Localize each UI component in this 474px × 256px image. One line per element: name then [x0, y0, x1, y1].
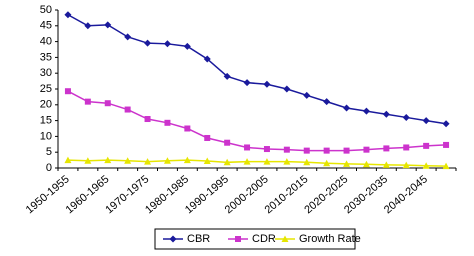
- data-point: [64, 156, 72, 164]
- legend-marker: [169, 235, 177, 243]
- data-point: [402, 161, 410, 169]
- series-line: [67, 14, 447, 125]
- y-tick-label: 30: [40, 67, 52, 79]
- data-point: [203, 55, 211, 63]
- data-point: [184, 125, 191, 132]
- data-point: [382, 161, 390, 168]
- y-tick-label: 0: [46, 162, 52, 174]
- data-point: [443, 141, 450, 148]
- data-point: [422, 162, 430, 169]
- data-point: [403, 144, 410, 151]
- data-point: [423, 142, 430, 149]
- data-point: [144, 158, 152, 165]
- x-tick-label: 1950-1955: [24, 173, 72, 216]
- legend-label: CBR: [187, 233, 210, 245]
- data-point: [362, 160, 370, 168]
- data-point: [363, 146, 370, 153]
- data-point: [402, 113, 410, 121]
- y-tick-label: 35: [40, 51, 52, 63]
- data-point: [244, 144, 251, 151]
- data-point: [124, 106, 131, 113]
- data-point: [163, 157, 171, 164]
- data-point: [303, 91, 311, 99]
- x-tick-label: 2040-2045: [382, 173, 430, 216]
- data-point: [104, 156, 112, 164]
- data-point: [442, 162, 450, 170]
- data-point: [343, 160, 351, 167]
- x-tick-label: 2000-2005: [223, 173, 271, 216]
- data-point: [243, 158, 251, 165]
- data-point: [104, 100, 111, 107]
- data-point: [243, 79, 251, 87]
- y-tick-label: 15: [40, 115, 52, 127]
- data-point: [422, 117, 430, 125]
- data-point: [362, 107, 370, 115]
- legend-label: CDR: [252, 233, 276, 245]
- data-point: [223, 72, 231, 80]
- data-point: [263, 80, 271, 88]
- data-point: [442, 120, 450, 128]
- data-point: [323, 98, 331, 106]
- data-point: [303, 147, 310, 154]
- data-point: [163, 40, 171, 48]
- data-point: [204, 134, 211, 141]
- y-tick-label: 5: [46, 146, 52, 158]
- data-point: [64, 11, 72, 19]
- data-point: [323, 147, 330, 154]
- y-tick-label: 25: [40, 83, 52, 95]
- data-point: [144, 116, 151, 123]
- legend-marker: [235, 236, 241, 242]
- series-line: [67, 159, 447, 167]
- data-point: [343, 104, 351, 112]
- data-point: [263, 146, 270, 153]
- series-line: [67, 90, 447, 152]
- y-tick-label: 50: [40, 4, 52, 16]
- data-point: [303, 158, 311, 166]
- data-point: [224, 139, 231, 146]
- data-point: [84, 157, 92, 164]
- data-point: [144, 39, 152, 47]
- data-point: [283, 146, 290, 153]
- data-point: [283, 158, 291, 165]
- data-point: [343, 147, 350, 154]
- data-point: [183, 156, 191, 164]
- data-point: [84, 98, 91, 105]
- data-point: [383, 145, 390, 152]
- data-point: [203, 157, 211, 165]
- legend-label: Growth Rate: [299, 233, 361, 245]
- data-point: [323, 159, 331, 167]
- data-point: [223, 158, 231, 166]
- legend-marker: [281, 235, 289, 242]
- data-point: [84, 22, 92, 30]
- data-point: [124, 33, 132, 41]
- y-tick-label: 45: [40, 20, 52, 32]
- data-point: [263, 158, 271, 165]
- data-point: [64, 88, 71, 95]
- y-tick-label: 20: [40, 99, 52, 111]
- y-tick-label: 40: [40, 36, 52, 48]
- legend-box: [154, 228, 356, 250]
- data-point: [164, 119, 171, 126]
- data-point: [183, 42, 191, 50]
- data-point: [124, 157, 132, 164]
- y-tick-label: 10: [40, 130, 52, 142]
- data-point: [283, 85, 291, 93]
- data-point: [382, 110, 390, 118]
- data-point: [104, 21, 112, 29]
